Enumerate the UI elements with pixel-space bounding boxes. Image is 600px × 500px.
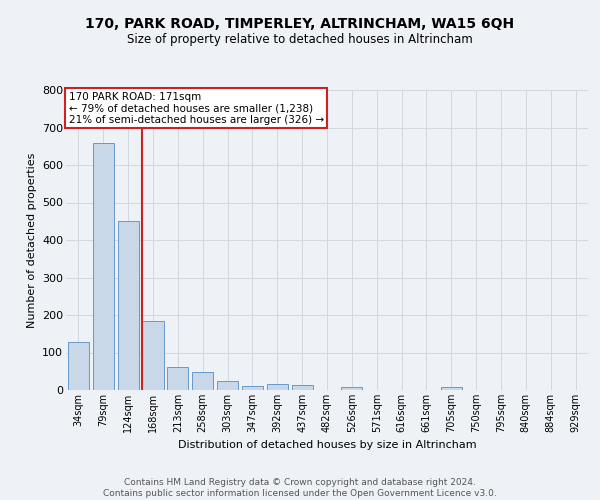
Bar — [341, 387, 362, 390]
Bar — [93, 142, 114, 390]
Bar — [68, 342, 89, 390]
Bar — [118, 220, 139, 390]
Bar — [217, 380, 238, 390]
Bar — [267, 384, 288, 390]
Bar — [142, 321, 164, 390]
Text: Size of property relative to detached houses in Altrincham: Size of property relative to detached ho… — [127, 32, 473, 46]
Bar — [242, 386, 263, 390]
Text: 170 PARK ROAD: 171sqm
← 79% of detached houses are smaller (1,238)
21% of semi-d: 170 PARK ROAD: 171sqm ← 79% of detached … — [68, 92, 324, 124]
Bar — [441, 387, 462, 390]
Bar — [192, 372, 213, 390]
Text: 170, PARK ROAD, TIMPERLEY, ALTRINCHAM, WA15 6QH: 170, PARK ROAD, TIMPERLEY, ALTRINCHAM, W… — [85, 18, 515, 32]
Text: Contains HM Land Registry data © Crown copyright and database right 2024.
Contai: Contains HM Land Registry data © Crown c… — [103, 478, 497, 498]
Bar — [292, 385, 313, 390]
Y-axis label: Number of detached properties: Number of detached properties — [26, 152, 37, 328]
X-axis label: Distribution of detached houses by size in Altrincham: Distribution of detached houses by size … — [178, 440, 476, 450]
Bar — [167, 367, 188, 390]
